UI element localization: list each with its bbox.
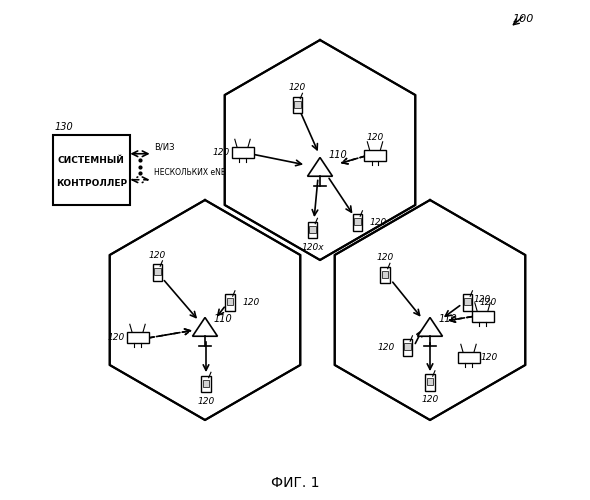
Text: 100: 100 <box>513 14 534 24</box>
Text: КОНТРОЛЛЕР: КОНТРОЛЛЕР <box>55 178 127 188</box>
Text: 120: 120 <box>376 254 394 262</box>
FancyBboxPatch shape <box>203 380 209 386</box>
Text: 120: 120 <box>421 395 438 404</box>
FancyBboxPatch shape <box>402 340 412 355</box>
Text: 130: 130 <box>55 122 74 132</box>
Polygon shape <box>225 40 415 260</box>
FancyBboxPatch shape <box>155 268 160 275</box>
Text: 120: 120 <box>366 134 384 142</box>
Text: 120: 120 <box>378 343 395 352</box>
FancyBboxPatch shape <box>53 135 130 205</box>
FancyBboxPatch shape <box>126 332 149 343</box>
FancyBboxPatch shape <box>404 343 411 350</box>
Text: 120: 120 <box>149 251 166 260</box>
FancyBboxPatch shape <box>380 267 390 283</box>
Text: 120: 120 <box>480 298 497 307</box>
Text: 110: 110 <box>439 314 458 324</box>
FancyBboxPatch shape <box>294 100 301 107</box>
Text: 120: 120 <box>474 294 491 304</box>
FancyBboxPatch shape <box>353 214 362 230</box>
Polygon shape <box>418 318 442 336</box>
FancyBboxPatch shape <box>201 376 211 392</box>
Text: 120: 120 <box>370 218 387 227</box>
FancyBboxPatch shape <box>225 294 235 310</box>
Text: ФИГ. 1: ФИГ. 1 <box>271 476 319 490</box>
Text: В/ИЗ: В/ИЗ <box>154 142 175 151</box>
Text: 120: 120 <box>481 353 498 362</box>
Polygon shape <box>335 200 525 420</box>
FancyBboxPatch shape <box>307 222 317 238</box>
FancyBboxPatch shape <box>464 298 471 305</box>
FancyBboxPatch shape <box>382 270 388 278</box>
FancyBboxPatch shape <box>227 298 233 305</box>
Text: 110: 110 <box>329 150 348 160</box>
FancyBboxPatch shape <box>457 352 480 363</box>
FancyBboxPatch shape <box>153 264 162 280</box>
Text: НЕСКОЛЬКИХ eNB: НЕСКОЛЬКИХ eNB <box>154 168 226 177</box>
FancyBboxPatch shape <box>471 310 493 322</box>
Text: 120x: 120x <box>301 242 324 252</box>
Text: СИСТЕМНЫЙ: СИСТЕМНЫЙ <box>58 156 124 165</box>
FancyBboxPatch shape <box>364 150 386 160</box>
FancyBboxPatch shape <box>427 378 433 385</box>
Text: 110: 110 <box>214 314 232 324</box>
Text: 120: 120 <box>213 148 230 157</box>
FancyBboxPatch shape <box>309 226 316 232</box>
Text: 120: 120 <box>198 396 215 406</box>
Polygon shape <box>307 158 333 176</box>
FancyBboxPatch shape <box>231 147 254 158</box>
FancyBboxPatch shape <box>463 294 473 310</box>
FancyBboxPatch shape <box>425 374 435 390</box>
Text: 120: 120 <box>108 333 125 342</box>
Polygon shape <box>110 200 300 420</box>
FancyBboxPatch shape <box>355 218 360 225</box>
FancyBboxPatch shape <box>293 97 303 113</box>
Text: 120: 120 <box>242 298 260 307</box>
Text: 120: 120 <box>289 84 306 92</box>
Polygon shape <box>192 318 218 336</box>
